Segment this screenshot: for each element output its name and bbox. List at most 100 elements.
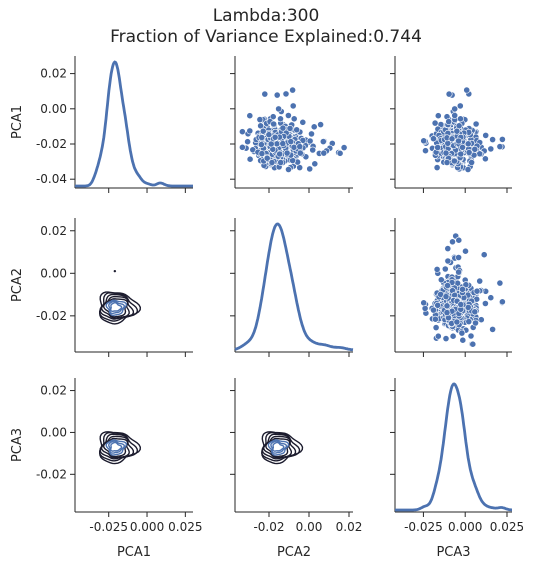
panel-pca2-pca2	[230, 218, 354, 357]
scatter-point	[430, 306, 437, 314]
x-axis-label: PCA2	[277, 545, 311, 560]
scatter-point	[463, 86, 471, 94]
scatter-point	[433, 164, 441, 171]
scatter-point	[444, 245, 452, 252]
scatter-point	[459, 143, 466, 151]
scatter-point	[290, 143, 298, 151]
y-tick-label: -0.04	[36, 172, 67, 186]
scatter-point	[480, 251, 488, 259]
scatter-point	[489, 325, 496, 333]
scatter-point	[293, 126, 301, 134]
kde-contour-outlier	[113, 269, 117, 273]
scatter-point	[498, 298, 506, 306]
scatter-point	[487, 294, 495, 302]
scatter-point	[306, 165, 314, 173]
scatter-point	[448, 135, 456, 143]
scatter-point	[421, 304, 429, 312]
kde-contour	[109, 301, 123, 312]
scatter-point	[284, 112, 292, 119]
scatter-point	[256, 116, 264, 123]
y-tick-label: 0.00	[40, 266, 67, 280]
chart-subtitle: Fraction of Variance Explained:0.744	[110, 27, 422, 47]
scatter-point	[476, 150, 484, 158]
scatter-point	[432, 324, 440, 331]
scatter-point	[437, 276, 445, 284]
scatter-point	[283, 149, 291, 157]
y-tick-label: -0.02	[36, 137, 67, 151]
scatter-point	[467, 332, 475, 340]
scatter-point	[279, 140, 287, 147]
panel-pca3-pca1: -0.025 0.000 0.025 0.02 0.00 -0.02 PCA3 PCA1	[10, 378, 203, 560]
scatter-point	[443, 309, 451, 316]
x-tick-label: -0.025	[89, 520, 128, 534]
x-tick-label: 0.00	[296, 520, 323, 534]
kde-contour	[105, 439, 128, 456]
scatter-point	[246, 112, 254, 120]
x-axis-label: PCA3	[436, 545, 470, 560]
scatter-point	[498, 135, 506, 143]
kde-curve	[395, 382, 512, 512]
scatter-point	[496, 279, 504, 287]
scatter-point	[244, 138, 251, 146]
kde-contour	[100, 435, 130, 459]
scatter-point	[420, 137, 428, 145]
scatter-point	[317, 121, 324, 128]
scatter-point	[277, 159, 285, 166]
scatter-point	[420, 299, 428, 307]
scatter-point	[431, 315, 439, 323]
scatter-point	[464, 303, 472, 311]
scatter-point	[481, 300, 489, 307]
scatter-point	[481, 155, 489, 163]
kde-curve	[75, 60, 193, 188]
x-tick-label: 0.02	[336, 520, 363, 534]
x-axis-label: PCA1	[117, 545, 151, 560]
scatter-point	[265, 131, 273, 139]
chart-title: Lambda:300	[213, 6, 320, 26]
scatter-point	[299, 118, 307, 126]
scatter-point	[456, 102, 464, 110]
kde-contour	[102, 437, 129, 458]
scatter-point	[431, 119, 439, 127]
y-axis-label: PCA3	[10, 428, 25, 462]
kde-contour	[105, 299, 128, 316]
scatter-point	[451, 105, 459, 113]
scatter-point	[258, 134, 266, 141]
panel-pca1-pca2	[230, 56, 353, 193]
x-tick-label: 0.000	[130, 520, 164, 534]
scatter-point	[434, 332, 442, 340]
scatter-point	[282, 90, 290, 98]
scatter-point	[482, 131, 490, 139]
kde-contour	[108, 440, 126, 454]
scatter-point	[457, 150, 465, 158]
scatter-point	[465, 149, 473, 156]
scatter-point	[449, 332, 457, 340]
scatter-point	[444, 257, 452, 265]
scatter-point	[306, 137, 314, 145]
scatter-point	[246, 127, 254, 135]
scatter-point	[453, 318, 461, 326]
kde-contour	[109, 441, 123, 452]
scatter-point	[489, 136, 496, 143]
scatter-point	[433, 265, 441, 273]
scatter-point	[472, 319, 479, 327]
scatter-point	[455, 254, 462, 261]
scatter-point	[310, 123, 318, 131]
scatter-point	[257, 122, 264, 130]
scatter-point	[465, 318, 473, 325]
kde-contour	[100, 295, 130, 319]
scatter-point	[496, 143, 504, 150]
scatter-point	[311, 160, 319, 168]
scatter-point	[455, 268, 462, 276]
kde-curve	[234, 222, 354, 352]
scatter-point	[445, 118, 453, 125]
y-axis-label: PCA2	[10, 268, 25, 302]
scatter-point	[269, 113, 277, 121]
panel-pca2-pca3	[390, 218, 512, 357]
scatter-point	[464, 140, 472, 148]
scatter-point	[275, 105, 282, 113]
y-tick-label: -0.02	[36, 467, 67, 481]
scatter-point	[455, 137, 462, 145]
scatter-point	[457, 301, 465, 308]
y-tick-label: 0.00	[40, 102, 67, 116]
